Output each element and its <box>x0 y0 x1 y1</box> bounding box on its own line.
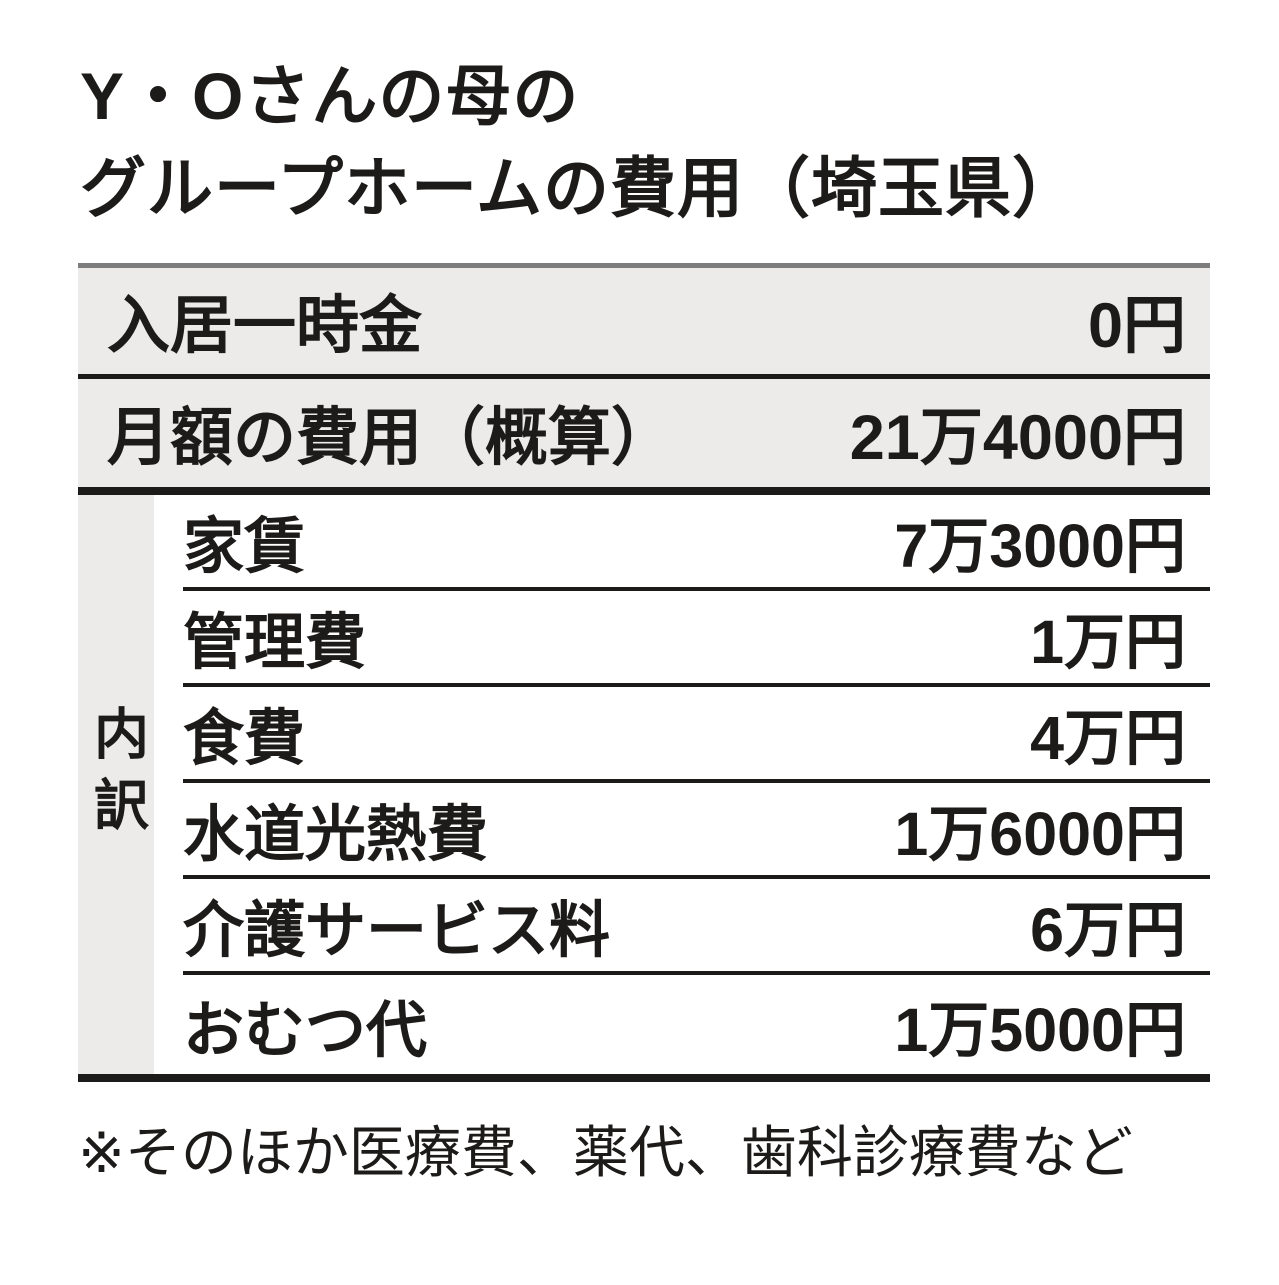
table-row-management-fee: 管理費 1万円 <box>183 591 1210 687</box>
row-label: 管理費 <box>183 608 367 677</box>
footnote: ※そのほか医療費、薬代、歯科診療費など <box>78 1120 1133 1184</box>
row-value: 0円 <box>1087 291 1186 362</box>
table-row-rent: 家賃 7万3000円 <box>183 495 1210 591</box>
row-label: 月額の費用（概算） <box>107 403 674 474</box>
breakdown-rows: 家賃 7万3000円 管理費 1万円 食費 4万円 水道光熱費 1万6000円 … <box>154 495 1210 1074</box>
row-label: 介護サービス料 <box>183 896 611 965</box>
row-value: 21万4000円 <box>849 403 1186 474</box>
table-row-deposit: 入居一時金 0円 <box>78 262 1210 379</box>
page-title: Y・Oさんの母の グループホームの費用（埼玉県） <box>80 50 1210 235</box>
row-value: 1万5000円 <box>894 995 1186 1064</box>
breakdown-section: 内訳 家賃 7万3000円 管理費 1万円 食費 4万円 水道光熱費 1万60 <box>78 494 1210 1082</box>
row-value: 4万円 <box>1030 704 1186 773</box>
table-row-monthly-total: 月額の費用（概算） 21万4000円 <box>78 378 1210 495</box>
row-label: 家賃 <box>183 512 306 581</box>
row-label: 水道光熱費 <box>183 800 489 869</box>
breakdown-header-label: 内訳 <box>85 705 148 848</box>
table-row-diapers: おむつ代 1万5000円 <box>183 975 1210 1074</box>
row-value: 1万円 <box>1030 608 1186 677</box>
row-value: 1万6000円 <box>894 800 1186 869</box>
table-row-utilities: 水道光熱費 1万6000円 <box>183 783 1210 879</box>
row-value: 6万円 <box>1030 896 1186 965</box>
cost-table: 入居一時金 0円 月額の費用（概算） 21万4000円 内訳 家賃 7万3000… <box>78 262 1210 1082</box>
breakdown-header-column: 内訳 <box>78 494 154 1074</box>
row-label: 入居一時金 <box>107 291 422 362</box>
page-title-line2: グループホームの費用（埼玉県） <box>80 151 1080 226</box>
row-label: おむつ代 <box>183 995 428 1064</box>
page-title-line1: Y・Oさんの母の <box>80 59 580 133</box>
table-row-food: 食費 4万円 <box>183 687 1210 783</box>
row-label: 食費 <box>183 704 306 773</box>
table-row-care-service: 介護サービス料 6万円 <box>183 879 1210 975</box>
row-value: 7万3000円 <box>894 512 1186 581</box>
